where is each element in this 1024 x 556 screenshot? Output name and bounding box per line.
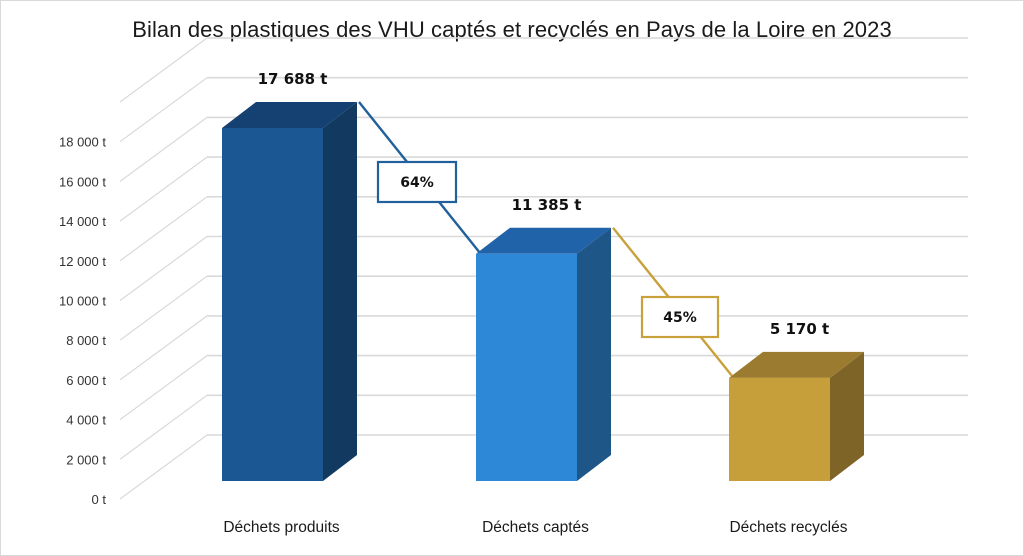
percentage-connector: 45% bbox=[612, 227, 733, 377]
percentage-label: 45% bbox=[663, 310, 697, 326]
y-tick-label: 4 000 t bbox=[66, 413, 106, 428]
y-tick-label: 18 000 t bbox=[59, 135, 106, 150]
bar-1[interactable] bbox=[222, 102, 357, 481]
y-tick-label: 12 000 t bbox=[59, 254, 106, 269]
x-category-label: Déchets recyclés bbox=[729, 519, 847, 536]
percentage-label: 64% bbox=[400, 175, 434, 191]
bar-value-label: 5 170 t bbox=[770, 320, 829, 338]
y-tick-label: 10 000 t bbox=[59, 294, 106, 309]
bar-value-label: 11 385 t bbox=[512, 196, 582, 214]
percentage-box bbox=[376, 160, 458, 204]
y-tick-label: 2 000 t bbox=[66, 452, 106, 467]
y-tick-label: 0 t bbox=[92, 492, 107, 507]
x-category-label: Déchets produits bbox=[223, 519, 340, 536]
y-tick-label: 6 000 t bbox=[66, 373, 106, 388]
y-tick-label: 8 000 t bbox=[66, 333, 106, 348]
y-tick-label: 16 000 t bbox=[59, 174, 106, 189]
bar-2[interactable] bbox=[476, 227, 611, 481]
bars bbox=[222, 102, 864, 481]
y-tick-label: 14 000 t bbox=[59, 214, 106, 229]
x-category-label: Déchets captés bbox=[482, 519, 589, 536]
percentage-connector: 64% bbox=[358, 101, 480, 253]
y-axis-labels: 0 t 2 000 t 4 000 t 6 000 t 8 000 t 10 000 t 1… bbox=[59, 135, 106, 507]
bar-3[interactable] bbox=[729, 351, 864, 481]
bar-value-label: 17 688 t bbox=[258, 70, 328, 88]
percentage-box bbox=[640, 295, 720, 339]
